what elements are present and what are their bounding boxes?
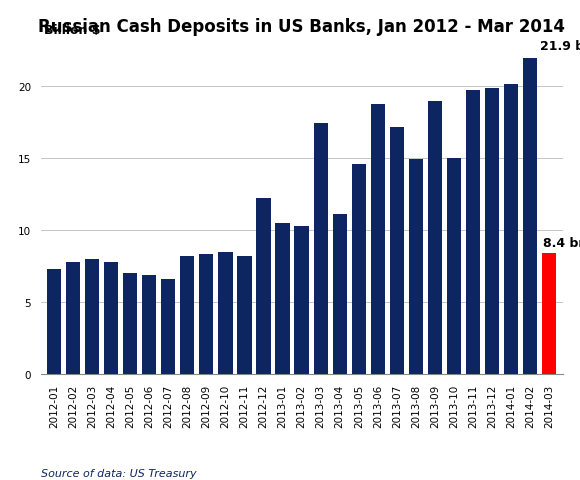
Bar bbox=[66, 262, 80, 374]
Bar bbox=[428, 102, 442, 374]
Bar bbox=[276, 223, 289, 374]
Text: Source of data: US Treasury: Source of data: US Treasury bbox=[41, 468, 196, 478]
Bar bbox=[523, 59, 537, 374]
Bar bbox=[390, 128, 404, 374]
Bar bbox=[409, 160, 423, 374]
Bar bbox=[504, 85, 519, 374]
Text: 8.4 bn: 8.4 bn bbox=[543, 236, 580, 249]
Bar bbox=[485, 89, 499, 374]
Bar bbox=[142, 275, 157, 374]
Bar bbox=[371, 105, 385, 374]
Bar bbox=[218, 252, 233, 374]
Text: 21.9 bn: 21.9 bn bbox=[540, 40, 580, 53]
Bar bbox=[123, 274, 137, 374]
Bar bbox=[161, 279, 175, 374]
Bar bbox=[542, 253, 556, 374]
Bar bbox=[237, 256, 252, 374]
Bar bbox=[351, 164, 366, 374]
Title: Russian Cash Deposits in US Banks, Jan 2012 - Mar 2014: Russian Cash Deposits in US Banks, Jan 2… bbox=[38, 18, 565, 36]
Bar bbox=[466, 91, 480, 374]
Text: Billion $: Billion $ bbox=[45, 24, 101, 36]
Bar bbox=[104, 262, 118, 374]
Bar bbox=[85, 259, 99, 374]
Bar bbox=[256, 199, 271, 374]
Bar bbox=[199, 255, 213, 374]
Bar bbox=[47, 269, 61, 374]
Bar bbox=[447, 158, 461, 374]
Bar bbox=[314, 124, 328, 374]
Bar bbox=[332, 215, 347, 374]
Bar bbox=[295, 226, 309, 374]
Bar bbox=[180, 256, 194, 374]
